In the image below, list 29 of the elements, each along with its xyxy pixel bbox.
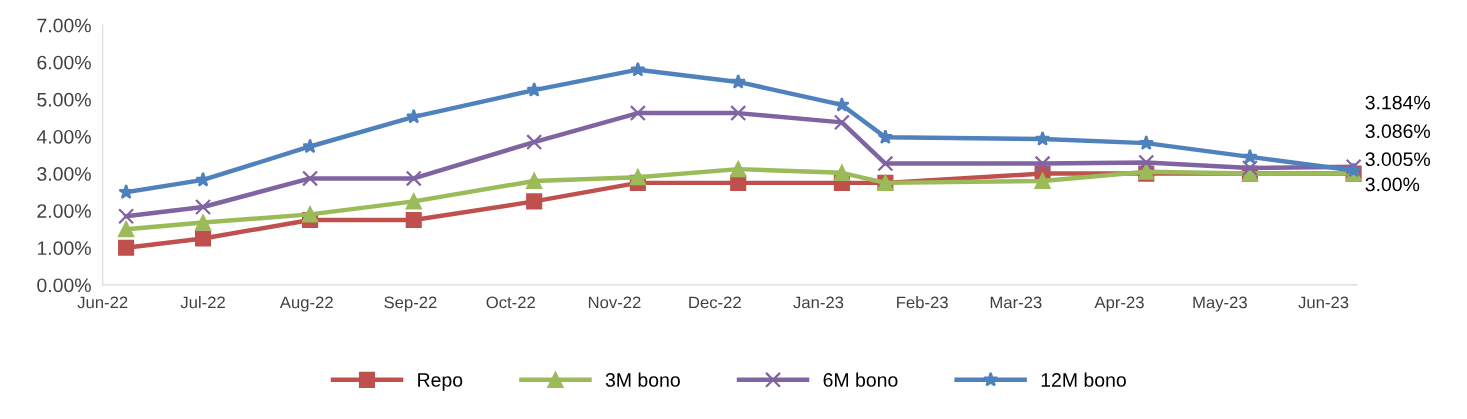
x-tick-label: Nov-22 [588, 296, 641, 309]
x-tick-label: Jun-23 [1298, 296, 1349, 309]
data-label: 3.184% [1365, 95, 1430, 110]
data-label: 3.005% [1365, 152, 1430, 167]
y-tick-label: 6.00% [37, 55, 91, 70]
x-tick-label: Dec-22 [689, 296, 741, 309]
legend-label: 3M bono [605, 372, 680, 387]
x-tick-label: Aug-22 [279, 296, 333, 312]
x-tick-label: Oct-22 [486, 296, 535, 309]
x-tick-label: Mar-23 [990, 296, 1042, 309]
legend-label: 12M bono [1041, 372, 1126, 387]
x-tick-label: Jan-23 [793, 296, 844, 309]
legend-label: Repo [418, 373, 463, 391]
y-tick-label: 7.00% [37, 18, 91, 33]
legend-label: 6M bono [823, 372, 898, 387]
x-tick-label: Jun-22 [77, 296, 128, 309]
y-tick-label: 3.00% [37, 167, 91, 181]
x-tick-label: Feb-23 [897, 296, 948, 309]
y-tick-label: 1.00% [37, 241, 91, 256]
y-tick-label: 2.00% [37, 204, 91, 218]
x-tick-label: Sep-22 [384, 296, 437, 312]
y-tick-label: 0.00% [37, 278, 91, 293]
x-tick-label: Jul-22 [180, 296, 225, 309]
x-tick-label: Apr-23 [1094, 296, 1144, 312]
y-tick-label: 5.00% [37, 92, 91, 107]
y-tick-label: 4.00% [36, 129, 91, 144]
x-tick-label: May-23 [1193, 296, 1247, 312]
data-label: 3.086% [1365, 124, 1430, 139]
data-label: 3.00% [1365, 177, 1420, 192]
